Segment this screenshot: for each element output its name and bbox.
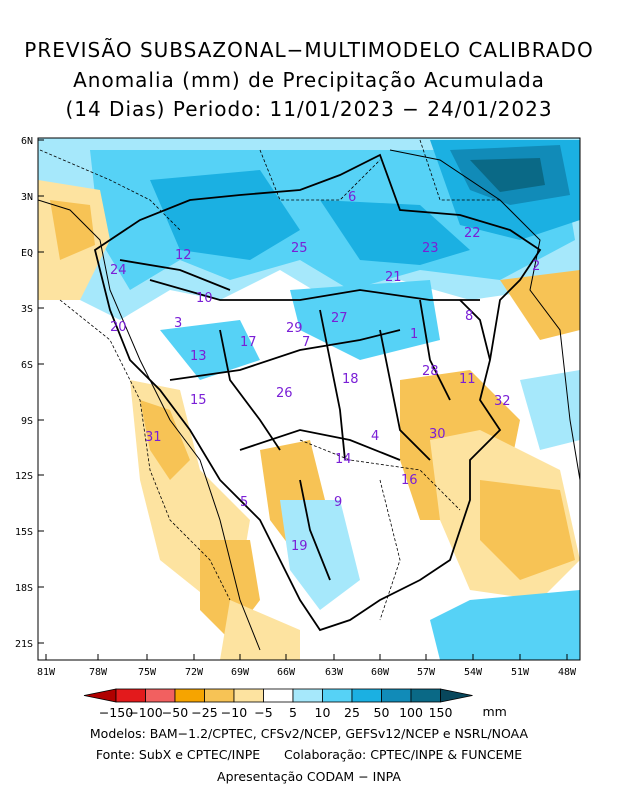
basin-label: 17 [240, 335, 257, 350]
basin-label: 13 [190, 349, 207, 364]
colorbar-swatch [233, 688, 264, 703]
colorbar: −150−100 −50 −25 −10 −5 5 10 25 50 100 150 mm [83, 688, 507, 720]
basin-label: 22 [464, 226, 481, 241]
lat-tick-label: EQ [21, 248, 33, 259]
title-line-2: Anomalia (mm) de Precipitação Acumulada [73, 68, 545, 92]
basin-label: 14 [335, 452, 352, 467]
lon-tick-label: 57W [417, 667, 436, 678]
colorbar-label: −5 [254, 705, 272, 720]
lon-tick-label: 48W [558, 667, 577, 678]
lat-tick-label: 18S [15, 583, 33, 594]
colorbar-label: 25 [344, 705, 360, 720]
coastline-east [389, 149, 580, 481]
basin-label: 8 [465, 309, 473, 324]
coastline [38, 199, 261, 651]
colorbar-swatch [322, 688, 353, 703]
basin-label: 7 [302, 335, 310, 350]
basin-label: 1 [410, 327, 418, 342]
lon-tick-label: 69W [231, 667, 250, 678]
basin-label: 5 [240, 495, 248, 510]
lat-tick-label: 21S [15, 639, 33, 650]
colorbar-swatch [381, 688, 412, 703]
colorbar-label: 10 [315, 705, 331, 720]
lat-tick-label: 6S [21, 360, 33, 371]
basin-label: 11 [459, 372, 476, 387]
colorbar-swatch [174, 688, 205, 703]
colorbar-label: 150 [429, 705, 453, 720]
basin-label: 32 [494, 394, 511, 409]
colorbar-label: −50 [162, 705, 188, 720]
lat-tick-label: 6N [21, 136, 33, 147]
basin-label: 10 [196, 291, 213, 306]
colorbar-swatch [115, 688, 146, 703]
basin-label: 30 [429, 427, 446, 442]
basin-label: 24 [110, 263, 127, 278]
colorbar-label: −150 [99, 705, 133, 720]
basin-label: 3 [174, 316, 182, 331]
basin-label: 23 [422, 241, 439, 256]
basin-label: 15 [190, 393, 207, 408]
basin-label: 16 [401, 473, 418, 488]
lat-tick-label: 15S [15, 527, 33, 538]
lon-tick-label: 51W [511, 667, 530, 678]
lon-tick-label: 60W [371, 667, 390, 678]
colorbar-arrow-high [440, 688, 473, 703]
basin-label: 21 [385, 270, 402, 285]
lon-tick-label: 78W [89, 667, 108, 678]
basin-label: 20 [110, 320, 127, 335]
lon-tick-label: 72W [185, 667, 204, 678]
basin-outlines [93, 153, 542, 632]
colorbar-label: 100 [399, 705, 423, 720]
lat-tick-label: 9S [21, 416, 33, 427]
basin-label: 25 [291, 241, 308, 256]
lat-tick-marks [38, 139, 44, 644]
colorbar-swatch [204, 688, 235, 703]
colorbar-label: 50 [374, 705, 390, 720]
basin-label: 19 [291, 539, 308, 554]
basin-label: 2 [532, 259, 540, 274]
basin-label: 18 [342, 372, 359, 387]
colorbar-swatch [263, 688, 294, 703]
colorbar-label: 5 [289, 705, 297, 720]
basin-label: 27 [331, 311, 348, 326]
colorbar-swatch [292, 688, 323, 703]
basin-label: 28 [422, 364, 439, 379]
colorbar-swatch [410, 688, 441, 703]
anomaly-field [38, 138, 580, 660]
footer-models: Modelos: BAM−1.2/CPTEC, CFSv2/NCEP, GEFS… [89, 726, 529, 741]
country-borders [39, 139, 500, 621]
colorbar-label: −25 [191, 705, 217, 720]
lat-tick-label: 3S [21, 304, 33, 315]
basin-label: 31 [145, 430, 162, 445]
title-line-1: PREVISÃO SUBSAZONAL−MULTIMODELO CALIBRAD… [24, 38, 594, 62]
lon-tick-label: 63W [325, 667, 344, 678]
map-frame [37, 137, 581, 661]
lon-tick-label: 66W [277, 667, 296, 678]
basin-label: 4 [371, 429, 379, 444]
footer-source: Fonte: SubX e CPTEC/INPE Colaboração: CP… [95, 747, 523, 762]
basin-label: 9 [334, 495, 342, 510]
colorbar-swatch [351, 688, 382, 703]
basin-label: 29 [286, 321, 303, 336]
lon-tick-label: 54W [464, 667, 483, 678]
footer-presentation: Apresentação CODAM − INPA [217, 769, 401, 784]
lon-tick-label: 81W [37, 667, 56, 678]
colorbar-swatch [145, 688, 176, 703]
lat-tick-label: 3N [21, 192, 33, 203]
lat-tick-label: 12S [15, 471, 33, 482]
basin-label: 6 [348, 190, 356, 205]
colorbar-arrow-low [83, 688, 117, 703]
colorbar-label: −10 [221, 705, 247, 720]
basin-label: 12 [175, 248, 192, 263]
colorbar-label: −100 [128, 705, 162, 720]
colorbar-unit: mm [483, 704, 507, 719]
lon-tick-label: 75W [138, 667, 157, 678]
lon-tick-marks [45, 654, 568, 660]
basin-label: 26 [276, 386, 293, 401]
title-line-3: (14 Dias) Periodo: 11/01/2023 − 24/01/20… [65, 97, 553, 121]
